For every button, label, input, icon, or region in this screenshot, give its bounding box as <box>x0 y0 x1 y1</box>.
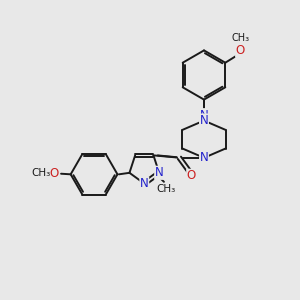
Text: N: N <box>200 151 208 164</box>
Text: CH₃: CH₃ <box>231 33 249 43</box>
Text: O: O <box>187 169 196 182</box>
Text: O: O <box>236 44 245 57</box>
Text: N: N <box>200 114 208 127</box>
Text: N: N <box>155 166 164 179</box>
Text: CH₃: CH₃ <box>156 184 176 194</box>
Text: CH₃: CH₃ <box>32 168 51 178</box>
Text: O: O <box>50 167 59 180</box>
Text: N: N <box>200 109 208 122</box>
Text: N: N <box>140 177 149 190</box>
